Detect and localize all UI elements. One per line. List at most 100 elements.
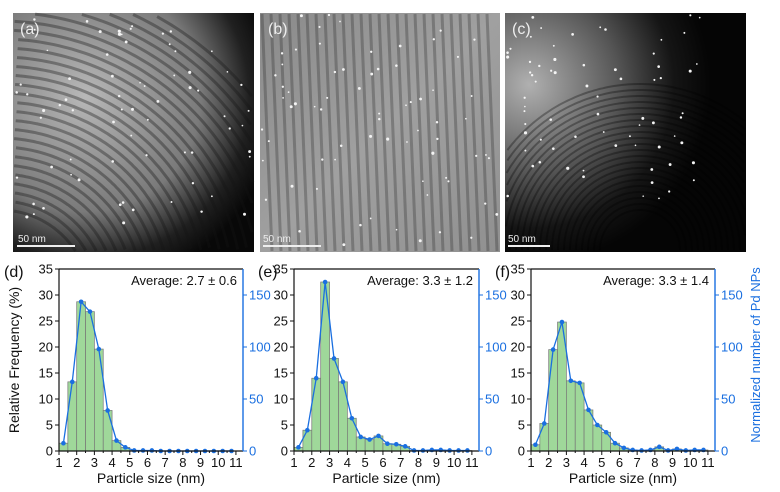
pd-particle: [657, 65, 660, 68]
pd-particle: [524, 122, 527, 126]
x-tick-label: 7: [634, 455, 641, 470]
pd-particle: [69, 158, 72, 161]
pd-particle: [470, 236, 473, 239]
pd-particle: [287, 91, 290, 93]
x-tick-label: 6: [616, 455, 623, 470]
pd-particle: [376, 67, 380, 71]
pd-particle: [281, 63, 284, 66]
y2-tick-label: 0: [249, 444, 256, 459]
x-axis-label: Particle size (nm): [569, 470, 677, 486]
pd-particle: [200, 210, 203, 213]
count-point: [69, 379, 75, 385]
pd-particle: [359, 223, 362, 227]
pd-particle: [299, 14, 303, 18]
y2-tick-label: 150: [485, 288, 507, 303]
x-axis-label: Particle size (nm): [332, 470, 440, 486]
count-point: [313, 375, 319, 381]
pd-particle: [523, 131, 528, 135]
pd-particle: [33, 18, 36, 21]
pore-stripe: [16, 65, 230, 248]
x-tick-label: 10: [211, 455, 225, 470]
histogram-bar: [302, 429, 313, 452]
pd-particle: [531, 164, 535, 168]
pd-particle: [118, 203, 122, 207]
pd-particle: [660, 38, 663, 41]
y-tick-label: 5: [518, 418, 525, 433]
y2-tick-label: 100: [249, 340, 271, 355]
pd-particle: [642, 195, 645, 197]
pd-particle: [339, 144, 343, 148]
count-point: [385, 441, 390, 447]
pore-stripe: [395, 13, 409, 252]
pd-particle: [692, 179, 695, 182]
pd-particle: [369, 217, 372, 220]
pd-particle: [15, 91, 18, 94]
pd-particle: [529, 35, 532, 38]
pore-stripe: [449, 13, 463, 252]
pore-stripe: [527, 137, 746, 250]
pore-stripe: [287, 13, 301, 252]
pd-particle: [369, 134, 373, 138]
count-point: [577, 380, 582, 386]
pore-stripe: [545, 155, 735, 250]
pd-particle: [267, 140, 270, 143]
pd-particle: [70, 173, 73, 176]
y2-tick-label: 50: [249, 392, 263, 407]
histogram-bar: [566, 380, 576, 452]
pd-particle: [223, 115, 226, 118]
pd-particle: [650, 181, 654, 185]
pd-particle: [318, 42, 321, 45]
pore-stripe: [505, 107, 745, 202]
count-point: [376, 433, 381, 439]
pd-particle: [357, 86, 361, 90]
pd-particle: [378, 112, 381, 115]
pore-stripe: [260, 13, 274, 252]
x-tick-label: 9: [669, 455, 676, 470]
pore-stripe: [14, 191, 98, 252]
x-tick-label: 11: [229, 455, 243, 470]
y-tick-label: 30: [511, 288, 525, 303]
pore-stripe: [17, 101, 193, 250]
count-point: [296, 445, 301, 450]
pd-particle: [120, 33, 123, 36]
y-tick-label: 20: [274, 340, 288, 355]
count-point: [595, 422, 600, 428]
pd-particle: [435, 120, 439, 124]
pd-particle: [68, 77, 72, 81]
mesopore-stripes: [260, 13, 499, 252]
count-point: [114, 438, 119, 443]
pd-particle: [582, 175, 585, 179]
pd-particle: [456, 55, 460, 58]
x-axis-label: Particle size (nm): [97, 470, 205, 486]
count-point: [586, 407, 591, 413]
x-tick-label: 5: [362, 455, 369, 470]
pd-particle: [681, 112, 684, 115]
pore-stripe: [515, 125, 745, 250]
pd-particle: [25, 215, 29, 219]
pd-particle: [426, 194, 429, 196]
mesopore-stripes: [13, 12, 255, 252]
pore-stripe: [34, 12, 254, 162]
x-tick-label: 4: [580, 455, 587, 470]
pore-stripe: [341, 13, 355, 252]
pd-particle: [619, 77, 623, 81]
pd-particle: [210, 195, 213, 198]
pd-particle: [274, 74, 277, 77]
pd-particle: [650, 168, 654, 171]
y-tick-label: 10: [274, 392, 288, 407]
pd-particle: [668, 190, 671, 193]
pd-particle: [15, 176, 19, 179]
count-point: [674, 446, 680, 452]
pore-stripe: [368, 13, 382, 252]
count-point: [305, 427, 310, 433]
scale-bar-label-a: 50 nm: [18, 234, 46, 245]
x-tick-label: 1: [527, 455, 534, 470]
pd-particle: [42, 108, 46, 113]
y-tick-label: 30: [39, 288, 53, 303]
y-tick-label: 0: [518, 444, 525, 459]
pd-particle: [247, 109, 250, 112]
pd-particle: [131, 25, 134, 28]
micrograph-a: (a) 50 nm: [13, 12, 255, 252]
pore-stripe: [323, 13, 337, 252]
pd-particle: [550, 69, 553, 72]
